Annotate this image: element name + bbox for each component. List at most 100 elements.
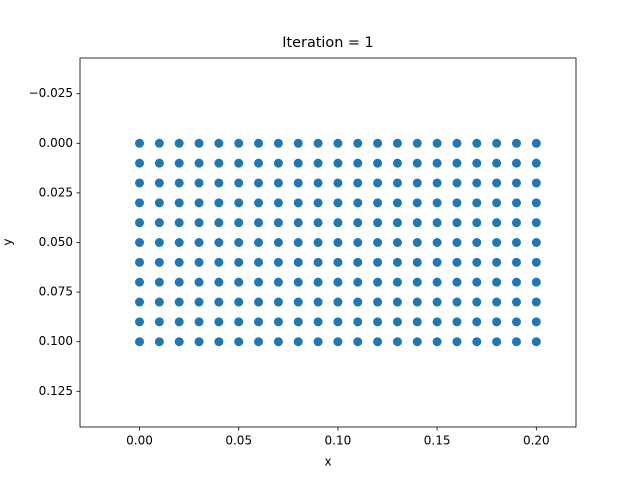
- point: [333, 337, 343, 347]
- point: [392, 297, 402, 307]
- point: [194, 297, 204, 307]
- point: [392, 158, 402, 168]
- point: [174, 238, 184, 247]
- point: [313, 238, 323, 247]
- point: [174, 218, 184, 228]
- point: [492, 138, 502, 148]
- x-tick-label: 0.10: [325, 434, 352, 448]
- point: [472, 257, 482, 267]
- point: [135, 198, 145, 208]
- point: [511, 277, 521, 287]
- point: [194, 257, 204, 267]
- y-tick-label: 0.025: [39, 185, 73, 199]
- point: [174, 198, 184, 208]
- point: [254, 178, 264, 188]
- point: [273, 178, 283, 188]
- point: [174, 337, 184, 347]
- point: [313, 178, 323, 188]
- point: [313, 317, 323, 327]
- point: [373, 257, 383, 267]
- y-tick-label: 0.000: [39, 136, 73, 150]
- point: [313, 158, 323, 168]
- point: [452, 297, 462, 307]
- point: [531, 138, 541, 148]
- point: [174, 138, 184, 148]
- point: [472, 198, 482, 208]
- point: [135, 257, 145, 267]
- point: [214, 178, 224, 188]
- point: [293, 158, 303, 168]
- point: [214, 158, 224, 168]
- point: [432, 277, 442, 287]
- point: [234, 297, 244, 307]
- point: [531, 257, 541, 267]
- point: [293, 277, 303, 287]
- point: [234, 138, 244, 148]
- point: [492, 337, 502, 347]
- point: [135, 238, 145, 247]
- point: [254, 238, 264, 247]
- point: [373, 297, 383, 307]
- point: [194, 178, 204, 188]
- point: [154, 297, 164, 307]
- point: [472, 238, 482, 247]
- point: [154, 238, 164, 247]
- point: [353, 178, 363, 188]
- point: [392, 198, 402, 208]
- point: [353, 198, 363, 208]
- point: [452, 337, 462, 347]
- point: [432, 238, 442, 247]
- point: [293, 337, 303, 347]
- y-tick-label: −0.025: [29, 86, 73, 100]
- point: [313, 337, 323, 347]
- point: [174, 257, 184, 267]
- point: [135, 178, 145, 188]
- point: [492, 158, 502, 168]
- point: [531, 297, 541, 307]
- point: [194, 158, 204, 168]
- point: [511, 317, 521, 327]
- point: [174, 317, 184, 327]
- point: [353, 257, 363, 267]
- point: [254, 198, 264, 208]
- point: [234, 198, 244, 208]
- point: [273, 337, 283, 347]
- point: [333, 297, 343, 307]
- point: [492, 218, 502, 228]
- point: [214, 337, 224, 347]
- point: [254, 218, 264, 228]
- point: [412, 317, 422, 327]
- point: [452, 257, 462, 267]
- point: [373, 238, 383, 247]
- point: [511, 138, 521, 148]
- point: [313, 257, 323, 267]
- point: [254, 277, 264, 287]
- point: [412, 178, 422, 188]
- point: [392, 317, 402, 327]
- point: [273, 238, 283, 247]
- point: [154, 218, 164, 228]
- point: [373, 198, 383, 208]
- point: [273, 198, 283, 208]
- point: [313, 218, 323, 228]
- point: [432, 138, 442, 148]
- point: [472, 317, 482, 327]
- point: [492, 178, 502, 188]
- point: [214, 198, 224, 208]
- point: [432, 297, 442, 307]
- point: [273, 297, 283, 307]
- point: [452, 138, 462, 148]
- point: [174, 277, 184, 287]
- point: [492, 198, 502, 208]
- point: [531, 337, 541, 347]
- point: [214, 218, 224, 228]
- point: [511, 178, 521, 188]
- point: [412, 297, 422, 307]
- point: [511, 238, 521, 247]
- point: [313, 138, 323, 148]
- point: [135, 337, 145, 347]
- point: [154, 138, 164, 148]
- point: [174, 158, 184, 168]
- point: [492, 277, 502, 287]
- point: [511, 198, 521, 208]
